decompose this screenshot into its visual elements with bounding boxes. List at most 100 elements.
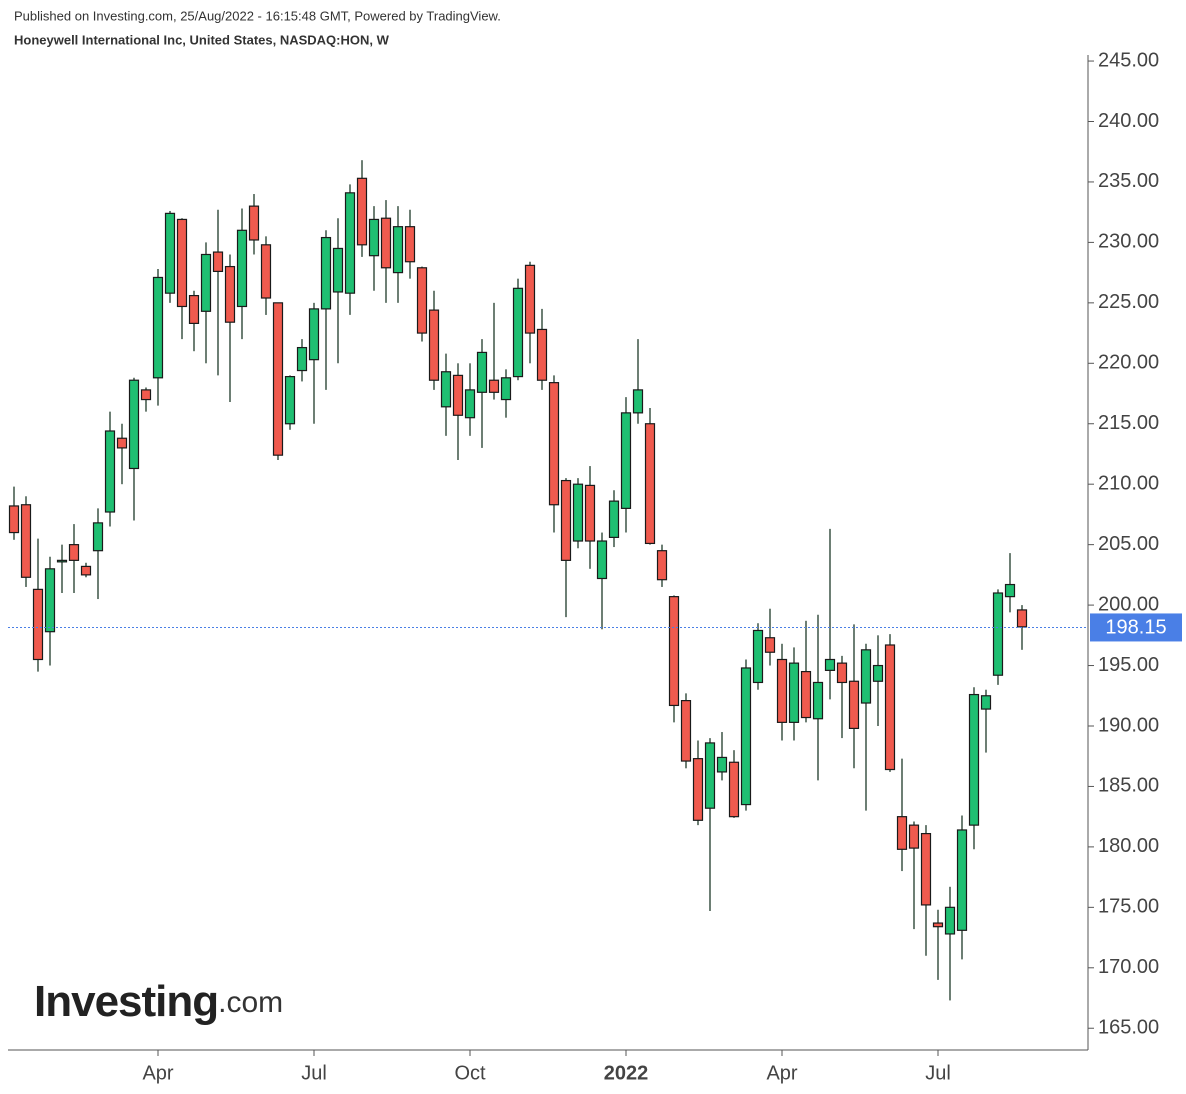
y-tick-label: 165.00 (1098, 1017, 1159, 1039)
candle-body (440, 371, 452, 408)
chart-title: Published on Investing.com, 25/Aug/2022 … (14, 8, 501, 23)
candle-body (488, 379, 500, 393)
candle-body (1016, 609, 1028, 628)
candle-body (740, 667, 752, 806)
candle-body (368, 218, 380, 257)
candle-body (128, 379, 140, 470)
y-tick-label: 200.00 (1098, 593, 1159, 615)
logo-suffix: .com (218, 986, 283, 1019)
candle-body (752, 629, 764, 684)
candle-body (824, 658, 836, 671)
candle-body (956, 829, 968, 931)
candle-body (20, 504, 32, 578)
candle-body (812, 681, 824, 720)
candle-body (236, 229, 248, 308)
candle-body (272, 302, 284, 456)
x-tick-label: Jul (925, 1062, 951, 1084)
candle-body (656, 550, 668, 581)
candle-body (524, 264, 536, 334)
candle-body (788, 662, 800, 723)
candle-body (332, 247, 344, 293)
y-tick-label: 220.00 (1098, 352, 1159, 374)
candle-body (716, 756, 728, 773)
logo-name: Investing (34, 977, 218, 1026)
last-price-label: 198.15 (1105, 617, 1166, 639)
candle-body (1004, 583, 1016, 598)
candle-body (320, 236, 332, 310)
candle-body (680, 700, 692, 762)
candle-body (692, 758, 704, 821)
candle-body (212, 251, 224, 273)
candle-body (944, 906, 956, 935)
candle-body (572, 483, 584, 542)
y-tick-label: 210.00 (1098, 472, 1159, 494)
candle-body (452, 374, 464, 416)
candle-body (908, 824, 920, 849)
candle-body (596, 540, 608, 580)
candle-body (968, 693, 980, 826)
candle-body (980, 695, 992, 710)
chart-subtitle: Honeywell International Inc, United Stat… (14, 32, 390, 47)
candle-body (32, 588, 44, 661)
y-tick-label: 245.00 (1098, 49, 1159, 71)
candle-body (668, 596, 680, 707)
candle-body (356, 177, 368, 246)
y-tick-label: 225.00 (1098, 291, 1159, 313)
candle-body (548, 382, 560, 506)
candle-body (920, 832, 932, 906)
candle-body (68, 544, 80, 561)
y-tick-label: 230.00 (1098, 231, 1159, 253)
y-tick-label: 175.00 (1098, 896, 1159, 918)
candle-body (44, 568, 56, 633)
candle-body (836, 662, 848, 684)
candle-body (296, 346, 308, 372)
candle-body (776, 658, 788, 723)
candle-body (896, 816, 908, 850)
candle-body (704, 742, 716, 809)
candle-body (932, 922, 944, 928)
candle-body (200, 253, 212, 312)
candle-body (764, 637, 776, 653)
candle-body (608, 500, 620, 538)
candle-body (728, 761, 740, 818)
candle-body (476, 351, 488, 393)
y-tick-label: 185.00 (1098, 775, 1159, 797)
x-tick-label: Oct (454, 1062, 486, 1084)
candle-body (848, 680, 860, 730)
candle-body (56, 559, 68, 563)
candle-body (536, 328, 548, 381)
candle-body (164, 212, 176, 294)
candle-body (872, 664, 884, 682)
candle-body (380, 217, 392, 269)
candle-body (632, 389, 644, 414)
candle-body (284, 375, 296, 425)
candle-body (620, 412, 632, 509)
candle-body (116, 437, 128, 449)
y-tick-label: 190.00 (1098, 714, 1159, 736)
candle-body (176, 218, 188, 308)
logo: Investing.com (34, 977, 283, 1026)
candle-body (260, 244, 272, 299)
x-tick-label: Apr (766, 1062, 797, 1084)
y-tick-label: 195.00 (1098, 654, 1159, 676)
candle-body (140, 389, 152, 401)
y-tick-label: 240.00 (1098, 110, 1159, 132)
x-tick-label: Apr (142, 1062, 173, 1084)
candle-body (224, 265, 236, 323)
candle-body (884, 644, 896, 771)
candle-body (8, 505, 20, 534)
candle-body (512, 287, 524, 378)
candle-body (248, 205, 260, 241)
candle-body (80, 565, 92, 576)
candle-body (416, 267, 428, 334)
candle-body (104, 430, 116, 513)
candle-body (344, 192, 356, 294)
candle-body (860, 649, 872, 704)
y-tick-label: 215.00 (1098, 412, 1159, 434)
candle-body (584, 484, 596, 542)
candle-body (188, 294, 200, 324)
candle-body (428, 309, 440, 381)
candle-body (800, 670, 812, 719)
